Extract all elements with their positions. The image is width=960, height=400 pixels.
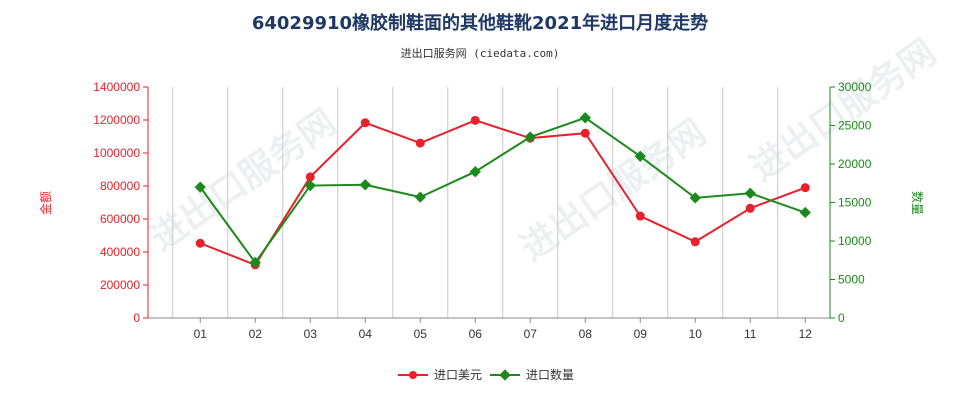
data-point-usd <box>360 118 370 128</box>
chart-title: 64029910橡胶制鞋面的其他鞋靴2021年进口月度走势 <box>252 12 708 34</box>
x-tick-label: 02 <box>249 327 263 341</box>
x-tick-label: 11 <box>744 327 757 341</box>
x-tick-label: 05 <box>414 327 428 341</box>
data-point-quantity <box>249 256 261 269</box>
y-tick-right-label: 20000 <box>838 157 872 171</box>
y-tick-left-label: 1000000 <box>93 146 140 160</box>
y-tick-left-label: 1400000 <box>93 80 140 94</box>
y-tick-left-label: 200000 <box>100 278 140 292</box>
x-tick-label: 09 <box>634 327 648 341</box>
y-tick-right-label: 30000 <box>838 80 872 94</box>
y-tick-left-label: 400000 <box>100 245 140 259</box>
x-tick-label: 07 <box>524 327 538 341</box>
data-point-usd <box>690 237 700 247</box>
legend-label: 进口数量 <box>526 367 574 382</box>
data-point-quantity <box>469 166 481 178</box>
y-tick-left-label: 1200000 <box>93 113 140 127</box>
data-point-usd <box>635 211 645 221</box>
y-axis-left-title: 金额 <box>38 191 53 215</box>
series-layer <box>194 112 811 270</box>
data-point-usd <box>470 115 480 125</box>
data-point-usd <box>800 183 810 193</box>
data-point-quantity <box>689 192 701 204</box>
data-point-usd <box>415 138 425 148</box>
data-point-quantity <box>634 150 646 162</box>
data-point-quantity <box>194 181 206 193</box>
data-point-quantity <box>744 187 756 199</box>
data-point-usd <box>745 203 755 213</box>
data-point-quantity <box>799 206 811 219</box>
x-tick-label: 12 <box>799 327 813 341</box>
y-axis-right-title: 数量 <box>910 191 925 215</box>
y-tick-left-label: 0 <box>133 311 140 325</box>
x-tick-label: 08 <box>579 327 593 341</box>
data-point-usd <box>580 128 590 138</box>
chart-subtitle: 进出口服务网 (ciedata.com) <box>401 46 560 60</box>
watermark-text: 进出口服务网 <box>513 112 713 269</box>
data-point-quantity <box>304 179 316 192</box>
data-point-usd <box>195 238 205 248</box>
y-tick-right-label: 15000 <box>838 196 872 210</box>
legend-marker <box>409 371 417 379</box>
series-line <box>199 119 806 267</box>
y-tick-right-label: 0 <box>838 311 845 325</box>
data-point-quantity <box>359 179 371 191</box>
series-line <box>199 116 806 265</box>
legend-marker <box>499 369 511 381</box>
data-point-quantity <box>524 131 536 143</box>
axes-layer: 0200000400000600000800000100000012000001… <box>93 80 871 341</box>
y-tick-right-label: 5000 <box>838 273 865 287</box>
y-tick-right-label: 25000 <box>838 119 872 133</box>
grid-layer <box>172 87 831 318</box>
x-tick-label: 10 <box>689 327 703 341</box>
x-tick-label: 06 <box>469 327 483 341</box>
data-point-usd <box>305 172 315 182</box>
legend-label: 进口美元 <box>434 368 482 382</box>
y-tick-left-label: 600000 <box>100 212 140 226</box>
x-tick-label: 03 <box>304 327 318 341</box>
data-point-quantity <box>414 191 426 203</box>
legend: 进口美元 进口数量 <box>398 367 574 382</box>
y-tick-right-label: 10000 <box>838 234 872 248</box>
y-tick-left-label: 800000 <box>100 179 140 193</box>
x-tick-label: 01 <box>194 327 208 341</box>
x-tick-label: 04 <box>359 327 373 341</box>
